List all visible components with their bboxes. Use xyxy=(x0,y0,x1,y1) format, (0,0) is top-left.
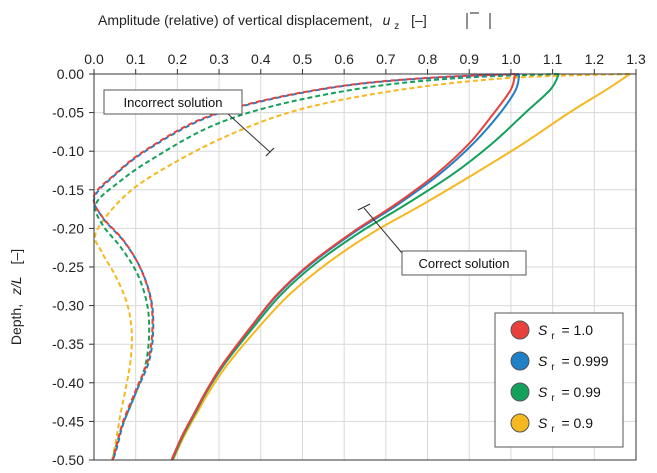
x-tick-label: 1.1 xyxy=(543,51,563,67)
svg-text:S r = 1.0: S r = 1.0 xyxy=(538,322,593,342)
legend-value: = 0.999 xyxy=(561,353,608,369)
legend-value: = 0.9 xyxy=(561,415,593,431)
x-tick-label: 0.6 xyxy=(334,51,354,67)
legend-marker xyxy=(510,320,530,340)
x-tick-label: 0.5 xyxy=(293,51,313,67)
legend-item: S r = 0.9 xyxy=(510,413,593,435)
callout-incorrect-solution: Incorrect solution xyxy=(103,89,275,157)
legend-item: S r = 1.0 xyxy=(510,320,593,342)
legend-marker xyxy=(510,351,530,371)
x-axis-subscript: z xyxy=(394,21,399,32)
y-tick-label: -0.50 xyxy=(52,452,84,468)
legend-marker xyxy=(510,382,530,402)
legend-subscript: r xyxy=(551,362,555,373)
legend-symbol: S xyxy=(538,322,548,338)
x-tick-label: 0.1 xyxy=(126,51,146,67)
x-tick-label: 1.2 xyxy=(585,51,605,67)
svg-text:S r = 0.999: S r = 0.999 xyxy=(538,353,609,373)
legend-symbol: S xyxy=(538,415,548,431)
x-tick-label: 0.2 xyxy=(168,51,188,67)
svg-text:S r = 0.9: S r = 0.9 xyxy=(538,415,593,435)
x-tick-label: 0.9 xyxy=(459,51,479,67)
callout-correct-tick xyxy=(357,203,371,211)
x-tick-label: 0.7 xyxy=(376,51,396,67)
y-axis-title-text: Depth, xyxy=(8,304,24,345)
y-tick-label: -0.15 xyxy=(52,182,84,198)
series-correct-curve xyxy=(170,73,517,461)
series-incorrect-curve xyxy=(94,73,559,461)
y-tick-label: 0.00 xyxy=(57,66,84,82)
legend-symbol: S xyxy=(538,384,548,400)
legend: S r = 1.0 S r = 0.999 S r = 0.99 S xyxy=(494,312,624,448)
y-tick-label: -0.35 xyxy=(52,336,84,352)
series-correct-curve xyxy=(172,73,631,461)
x-tick-label: 1.0 xyxy=(501,51,521,67)
x-tick-label: 0.8 xyxy=(418,51,438,67)
x-axis-symbol: u xyxy=(383,12,391,28)
y-tick-label: -0.20 xyxy=(52,220,84,236)
legend-item: S r = 0.99 xyxy=(510,382,601,404)
series-incorrect-curve xyxy=(93,73,630,461)
axis-ticks: 0.0 0.1 0.2 0.3 0.4 0.5 0.6 0.7 0.8 0.9 1.0 1.1 1.2 1… xyxy=(52,51,646,468)
callout-incorrect-label: Incorrect solution xyxy=(124,95,223,110)
y-axis-title: Depth, z/L [–] xyxy=(8,249,24,345)
y-axis-symbol: z/L xyxy=(8,276,24,296)
y-tick-label: -0.45 xyxy=(52,413,84,429)
y-tick-label: -0.05 xyxy=(52,105,84,121)
x-axis-symbol-decoration xyxy=(466,12,491,29)
callout-correct-box xyxy=(401,250,527,276)
y-axis-unit: [–] xyxy=(8,249,24,265)
x-tick-label: 0.4 xyxy=(251,51,271,67)
callout-incorrect-box xyxy=(103,89,243,115)
x-tick-label: 0.0 xyxy=(84,51,104,67)
legend-marker xyxy=(510,413,530,433)
callout-correct-solution: Correct solution xyxy=(357,203,527,276)
y-tick-label: -0.40 xyxy=(52,375,84,391)
legend-subscript: r xyxy=(551,393,555,404)
x-tick-label: 1.3 xyxy=(626,51,646,67)
legend-value: = 0.99 xyxy=(561,384,601,400)
y-tick-label: -0.30 xyxy=(52,298,84,314)
x-axis-title-text: Amplitude (relative) of vertical displac… xyxy=(98,12,373,28)
curves xyxy=(92,73,631,461)
x-tick-label: 0.3 xyxy=(209,51,229,67)
legend-symbol: S xyxy=(538,353,548,369)
callout-incorrect-leader xyxy=(227,113,271,153)
legend-subscript: r xyxy=(551,331,555,342)
callout-incorrect-tick xyxy=(265,147,275,157)
legend-value: = 1.0 xyxy=(561,322,593,338)
svg-text:S r = 0.99: S r = 0.99 xyxy=(538,384,601,404)
legend-subscript: r xyxy=(551,424,555,435)
y-tick-label: -0.25 xyxy=(52,259,84,275)
x-axis-title: Amplitude (relative) of vertical displac… xyxy=(98,12,427,32)
legend-item: S r = 0.999 xyxy=(510,351,609,373)
callout-correct-leader xyxy=(363,207,403,254)
callout-correct-label: Correct solution xyxy=(418,256,509,271)
x-axis-unit: [–] xyxy=(411,12,427,28)
series-incorrect-curve xyxy=(92,73,516,461)
y-tick-label: -0.10 xyxy=(52,143,84,159)
